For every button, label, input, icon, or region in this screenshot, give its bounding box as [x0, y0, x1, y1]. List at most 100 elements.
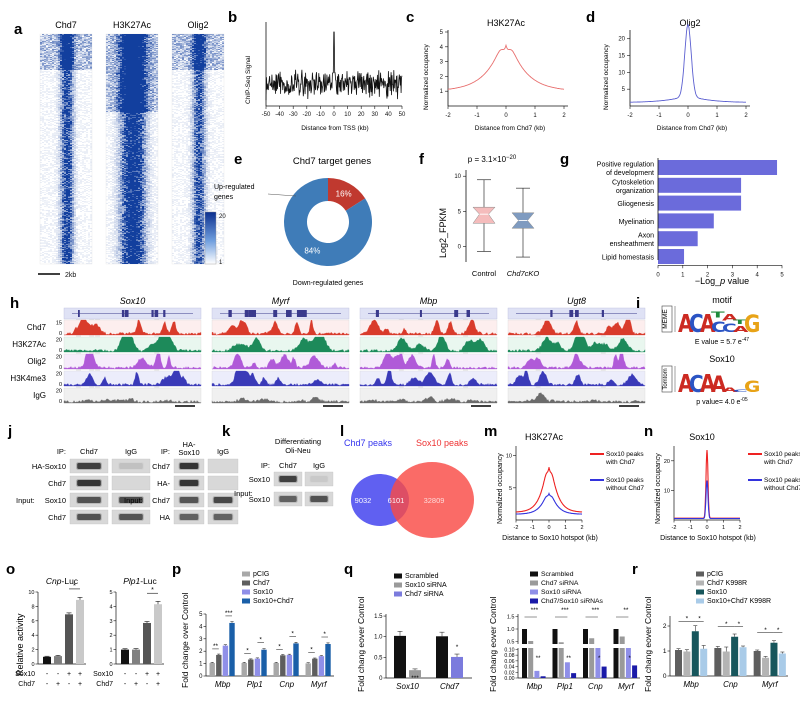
panel-b-xtick: 0	[332, 112, 336, 118]
panel-d-ytick: 20	[618, 37, 625, 43]
panel-i-tomtom-label: Tomtom	[663, 368, 669, 389]
panel-h-track-scale-bottom: 0	[59, 399, 62, 405]
panel-q-left-bar	[394, 635, 406, 678]
panel-a-col-3: Olig2	[187, 20, 208, 30]
panelN-legend-label: with Chd7	[763, 459, 793, 466]
panel-d-xtick: 0	[686, 113, 690, 119]
panel-e-up-label-1: Up-regulated	[214, 184, 255, 191]
panel-l-right-title: Sox10 peaks	[416, 438, 469, 448]
panel-q-right-sig-top: **	[623, 607, 629, 614]
motif-letter: A	[722, 387, 738, 394]
panel-g-xtick: 0	[656, 272, 660, 278]
panel-f-ytick: 10	[454, 174, 461, 180]
panel-q-right-ytick-bottom: 0.02	[504, 670, 514, 676]
panel-q-right-sig-top: ***	[592, 607, 600, 614]
panel-o-ytick: 3	[109, 619, 112, 625]
panel-q-right-category: Cnp	[588, 682, 603, 691]
motif-letter: A	[733, 325, 749, 334]
panel-p-ytick: 2	[199, 649, 203, 655]
panel-h-track-signal	[63, 398, 202, 404]
panel-j-right-row-label: Chd7	[152, 496, 170, 505]
panel-g-bar	[658, 177, 742, 193]
panel-n: Sox10 Normalized occupancy 10 20 -2 -1 0 1 2 Sox1…	[650, 428, 800, 550]
panel-h-gene-title: Sox10	[120, 296, 146, 306]
panelN-xtick: 0	[705, 525, 708, 531]
panel-d: Olig2 Normalized occupancy 5 10 15 20 -2 -1 0 1…	[598, 14, 763, 136]
panel-e: Chd7 target genes Up-regulated genes 16%…	[210, 152, 425, 292]
panel-q-right-bar-bottom	[571, 673, 577, 678]
panelN-ytick: 20	[664, 459, 670, 465]
panel-r-sig: *	[764, 627, 767, 634]
panel-j-right-lane-2: IgG	[217, 447, 229, 456]
panel-h-label: h	[10, 295, 20, 312]
panelN-ytick: 10	[664, 488, 670, 494]
panel-j: IP: Chd7 IgG HA-Sox10 Chd7 Sox10 Chd7 Input: IP:…	[14, 432, 239, 550]
panel-h-track-label: IgG	[33, 391, 46, 400]
panel-g-category: ensheathment	[610, 241, 654, 248]
panel-g-category: of development	[606, 170, 654, 177]
panelM-xtick: 0	[547, 525, 550, 531]
panelM-legend-label: Sox10 peaks	[606, 477, 644, 484]
colorbar-min: 1	[219, 260, 223, 266]
panel-q-left-ytick: 0	[379, 676, 383, 682]
panelM-xtick: 1	[564, 525, 567, 531]
panel-q-right-ylabel: Fold chang eover Control	[488, 596, 498, 692]
panel-f-box	[472, 206, 496, 224]
panel-h-track-signal	[211, 396, 350, 404]
panel-p-legend-label: Sox10+Chd7	[253, 598, 294, 605]
panel-q-left-bar	[409, 670, 421, 678]
panel-j-left-ip: IP:	[57, 447, 66, 456]
panel-o-bar	[76, 599, 84, 664]
panel-q-right-ytick-bottom: 0.00	[504, 676, 514, 682]
panel-r-bar	[675, 650, 682, 676]
panel-b: ChIP-Seq Signal -50 -40 -30 -20 -10 0 10 20 30 40…	[240, 16, 410, 136]
panel-h-track-signal	[63, 319, 202, 336]
panel-c-xlabel: Distance from Chd7 (kb)	[475, 125, 545, 132]
motif-letter: A	[678, 370, 694, 399]
panel-q-right-bar-bottom	[540, 676, 546, 678]
panel-c-title: H3K27Ac	[487, 18, 526, 28]
panel-e-down-label: Down-regulated genes	[293, 280, 364, 287]
panel-r-category: Myrf	[762, 680, 778, 689]
panel-e-slice-value: 16%	[336, 190, 352, 199]
panel-q-left-legend-label: Chd7 siRNA	[405, 591, 444, 598]
panel-p-category: Cnp	[279, 680, 294, 689]
panel-o-chart-title: Plp1-Luc	[123, 576, 157, 586]
panel-g-category: Myelination	[619, 219, 655, 226]
panel-k-input-label: Input:	[234, 489, 253, 498]
panel-h-track-label: H3K27Ac	[12, 340, 46, 349]
panel-j-left-row-label: Chd7	[48, 479, 66, 488]
panel-o-row2-val: -	[68, 681, 71, 688]
panel-b-xtick: 40	[385, 112, 392, 118]
panel-g-bar	[658, 249, 685, 264]
panel-d-label: d	[586, 9, 596, 26]
panel-h-track-label: H3K4me3	[10, 374, 46, 383]
panelM-curve	[516, 492, 582, 515]
panel-r-ytick: 0	[663, 673, 667, 680]
panelM-legend-label: Sox10 peaks	[606, 451, 644, 458]
panel-r-bar	[762, 657, 770, 676]
panel-g-xtick: 5	[780, 272, 784, 278]
panel-m-label: m	[484, 423, 498, 440]
panel-o-row2-val: +	[78, 681, 82, 688]
panel-i-meme-label: MEME	[662, 309, 669, 329]
panelN-xlabel: Distance to Sox10 hotspot (kb)	[660, 535, 756, 542]
panelM-xtick: -2	[514, 525, 519, 531]
panel-e-slice	[284, 178, 372, 266]
panel-p-bar	[222, 645, 229, 676]
panel-q-left-legend-label: Scrambled	[405, 573, 439, 580]
panel-c-ytick: 5	[440, 30, 444, 36]
panel-q-right-legend-label: Sox10 siRNA	[541, 589, 582, 596]
panel-h-gene-title: Mbp	[420, 296, 438, 306]
panel-g-bar	[658, 195, 742, 211]
panel-p-bar	[241, 662, 247, 676]
panel-o-ytick: 0	[31, 662, 34, 668]
panel-a: Chd7 H3K27Ac Olig2 2kb	[34, 18, 234, 286]
panel-r-bar	[778, 653, 786, 676]
panel-p-ylabel: Fold change over Control	[180, 592, 190, 688]
panel-c-ylabel: Normalized occupancy	[423, 43, 430, 110]
panel-h-track-signal	[507, 336, 646, 353]
panel-p-sig: *	[246, 648, 249, 655]
motif-letter: C	[689, 372, 704, 399]
panel-q-left-ylabel: Fold chang eover Control	[356, 596, 366, 692]
